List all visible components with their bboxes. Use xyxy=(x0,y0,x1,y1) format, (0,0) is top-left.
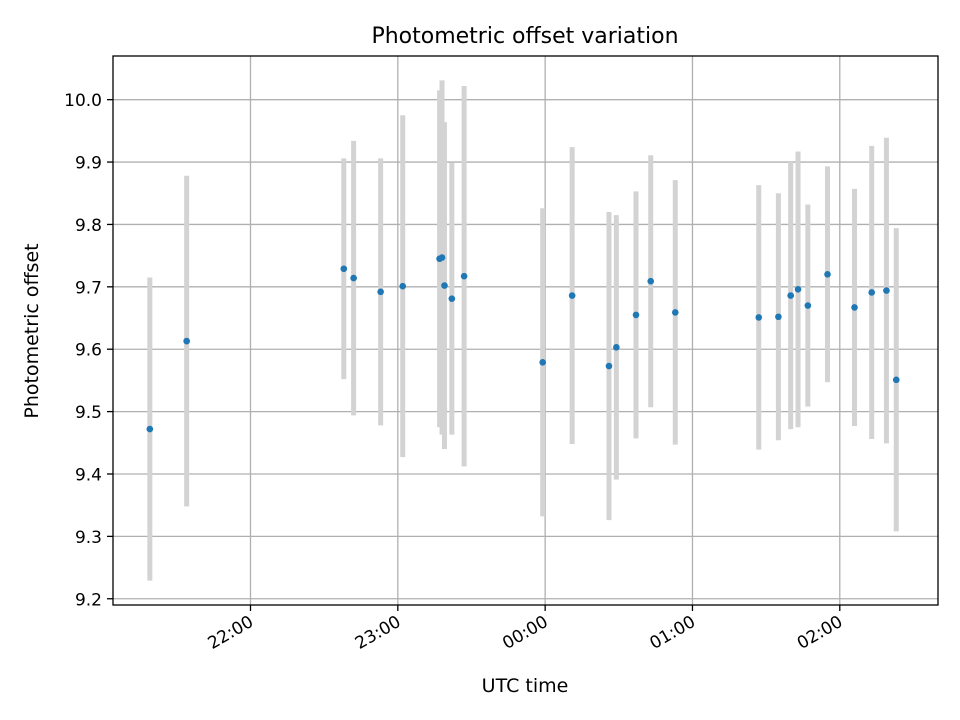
data-point xyxy=(647,277,655,285)
data-point xyxy=(377,288,384,296)
y-tick-label: 9.8 xyxy=(75,216,102,236)
data-point xyxy=(794,286,802,293)
data-point xyxy=(851,304,858,311)
y-axis-label: Photometric offset xyxy=(21,243,43,418)
data-point xyxy=(460,272,468,280)
data-point xyxy=(441,282,448,289)
y-tick-label: 9.9 xyxy=(75,154,102,174)
grid-lines xyxy=(113,56,938,605)
data-point xyxy=(755,314,763,321)
y-tick-label: 9.2 xyxy=(75,590,102,610)
data-point xyxy=(613,344,620,351)
y-tick-label: 9.7 xyxy=(75,278,102,298)
data-point xyxy=(824,271,831,278)
data-point xyxy=(399,282,407,290)
chart-title: Photometric offset variation xyxy=(371,24,678,49)
data-point xyxy=(787,292,794,299)
data-point xyxy=(892,376,900,384)
data-point xyxy=(671,309,679,316)
data-point xyxy=(340,265,348,273)
y-tick-label: 9.6 xyxy=(75,341,102,361)
data-point xyxy=(183,337,190,345)
data-point xyxy=(539,359,546,366)
y-tick-label: 9.4 xyxy=(75,465,102,485)
data-point xyxy=(775,313,782,321)
data-point xyxy=(883,287,890,294)
data-point xyxy=(804,302,812,309)
data-point xyxy=(605,362,613,370)
data-points xyxy=(146,254,900,433)
y-tick-label: 10.0 xyxy=(64,91,102,111)
x-axis-label: UTC time xyxy=(482,675,569,697)
data-point xyxy=(438,254,446,261)
data-point xyxy=(146,425,154,433)
y-axis-ticks: 9.2 9.3 9.4 9.5 9.6 9.7 9.8 9.9 10.0 xyxy=(64,91,113,610)
data-point xyxy=(448,295,456,302)
y-tick-label: 9.3 xyxy=(75,528,102,548)
data-point xyxy=(868,289,876,296)
data-point xyxy=(350,274,357,282)
data-point xyxy=(568,292,576,299)
data-point xyxy=(632,311,640,319)
y-tick-label: 9.5 xyxy=(75,403,102,423)
plot-area-frame xyxy=(112,55,939,606)
